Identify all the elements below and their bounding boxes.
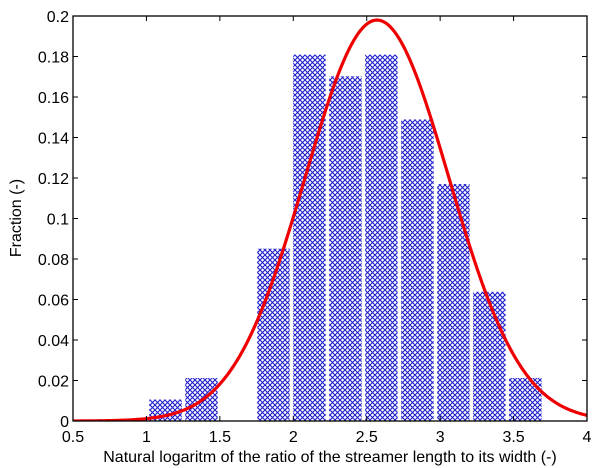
fit-curve-line — [73, 18, 587, 421]
bar-8 — [437, 184, 470, 421]
y-tick-label: 0.08 — [38, 252, 69, 269]
x-tick-label: 3 — [436, 429, 445, 446]
y-tick-label: 0.04 — [38, 333, 69, 350]
x-axis-label: Natural logaritm of the ratio of the str… — [103, 449, 557, 466]
x-tick-label: 1.5 — [209, 429, 231, 446]
y-tick-label: 0.14 — [38, 131, 69, 148]
y-tick-label: 0.06 — [38, 293, 69, 310]
bar-6 — [365, 54, 398, 421]
x-axis: 0.5 1 1.5 2 2.5 3 3.5 4 — [62, 16, 592, 446]
y-tick-label: 0 — [60, 414, 69, 431]
y-tick-label: 0.02 — [38, 374, 69, 391]
x-tick-label: 2 — [289, 429, 298, 446]
x-tick-label: 3.5 — [502, 429, 524, 446]
x-tick-label: 0.5 — [62, 429, 84, 446]
y-axis: 0 0.02 0.04 0.06 0.08 0.1 0.12 0.14 0.16 0.18 0.2 — [38, 9, 587, 431]
y-tick-label: 0.12 — [38, 171, 69, 188]
y-tick-label: 0.16 — [38, 90, 69, 107]
bar-7 — [401, 119, 434, 421]
bar-9 — [473, 291, 506, 421]
bars-layer — [149, 54, 542, 421]
y-axis-label: Fraction (-) — [8, 179, 25, 257]
x-tick-label: 1 — [142, 429, 151, 446]
y-tick-label: 0.18 — [38, 50, 69, 67]
y-tick-label: 0.2 — [47, 9, 69, 26]
x-tick-label: 2.5 — [356, 429, 378, 446]
bar-4 — [293, 54, 326, 421]
y-tick-label: 0.1 — [47, 212, 69, 229]
bar-5 — [329, 76, 362, 421]
x-tick-label: 4 — [583, 429, 592, 446]
